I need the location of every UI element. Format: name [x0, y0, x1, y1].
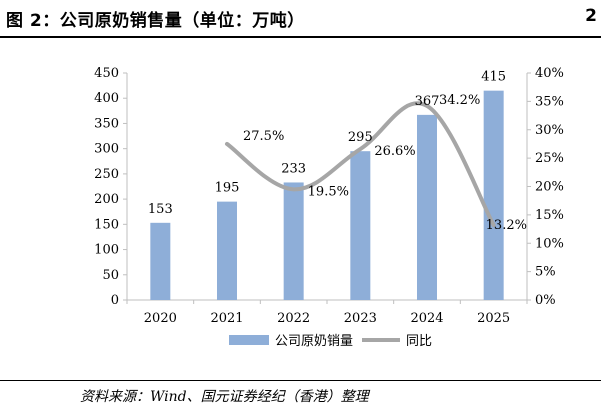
y-right-tick-label: 25% [535, 151, 564, 166]
axis-layer: 0 50 100 150 200 250 300 350 400 450 0% 5% 10% 15% 20%… [94, 66, 564, 326]
yoy-data-label: 19.5% [308, 184, 349, 199]
x-tick-label: 2021 [210, 311, 243, 326]
x-tick-label: 2024 [410, 311, 443, 326]
page-corner-mark: 2 [585, 6, 597, 26]
yoy-data-label: 26.6% [374, 144, 415, 159]
x-tick-label: 2023 [344, 311, 377, 326]
x-tick-label: 2025 [477, 311, 510, 326]
bar-layer [150, 90, 504, 301]
bar-2021 [217, 201, 237, 300]
y-right-tick-label: 35% [535, 94, 564, 109]
y-right-tick-label: 0% [535, 293, 556, 308]
y-left-tick-label: 200 [94, 192, 119, 207]
y-right-tick-label: 20% [535, 180, 564, 195]
bar-data-label: 295 [348, 130, 373, 145]
bar-data-label: 367 [415, 94, 440, 109]
bar-2020 [150, 222, 171, 300]
y-right-tick-label: 40% [535, 66, 564, 81]
y-left-tick-label: 250 [94, 167, 119, 182]
source-rule [0, 380, 601, 381]
y-left-tick-label: 450 [94, 66, 119, 81]
source-note: 资料来源：Wind、国元证券经纪（香港）整理 [80, 389, 369, 405]
bar-data-label: 233 [281, 161, 306, 176]
bar-2024 [417, 114, 437, 300]
x-tick-label: 2022 [277, 311, 310, 326]
y-left-tick-label: 100 [94, 243, 119, 258]
y-left-tick-label: 150 [94, 217, 119, 232]
figure-title: 图 2：公司原奶销售量（单位：万吨） [6, 11, 305, 31]
yoy-line [225, 101, 496, 228]
bar-data-label: 195 [215, 181, 240, 196]
legend: 公司原奶销量 同比 [229, 334, 432, 349]
y-left-tick-label: 350 [94, 116, 119, 131]
title-rule [0, 36, 601, 38]
yoy-data-label: 13.2% [486, 218, 527, 233]
label-layer: 153 195 233 295 367 415 27.5% 19.5% 26.6% 34.2% 13… [148, 70, 527, 233]
y-left-tick-label: 50 [102, 268, 119, 283]
y-right-tick-label: 15% [535, 208, 564, 223]
bar-2025 [483, 90, 504, 301]
bar-data-label: 415 [481, 70, 506, 85]
line-layer [225, 101, 496, 228]
bar-2022 [283, 182, 304, 300]
legend-bar-label: 公司原奶销量 [275, 334, 353, 349]
x-tick-label: 2020 [144, 311, 177, 326]
bar-data-label: 153 [148, 202, 173, 217]
legend-bar-swatch [229, 335, 269, 345]
bar-2023 [350, 151, 371, 300]
y-right-tick-label: 30% [535, 123, 564, 138]
y-right-tick-label: 10% [535, 236, 564, 251]
yoy-data-label: 34.2% [439, 93, 480, 108]
y-left-tick-label: 0 [111, 293, 119, 308]
y-right-tick-label: 5% [535, 265, 556, 280]
legend-line-label: 同比 [406, 334, 432, 349]
y-left-tick-label: 400 [94, 91, 119, 106]
yoy-data-label: 27.5% [243, 129, 284, 144]
y-left-tick-label: 300 [94, 142, 119, 157]
